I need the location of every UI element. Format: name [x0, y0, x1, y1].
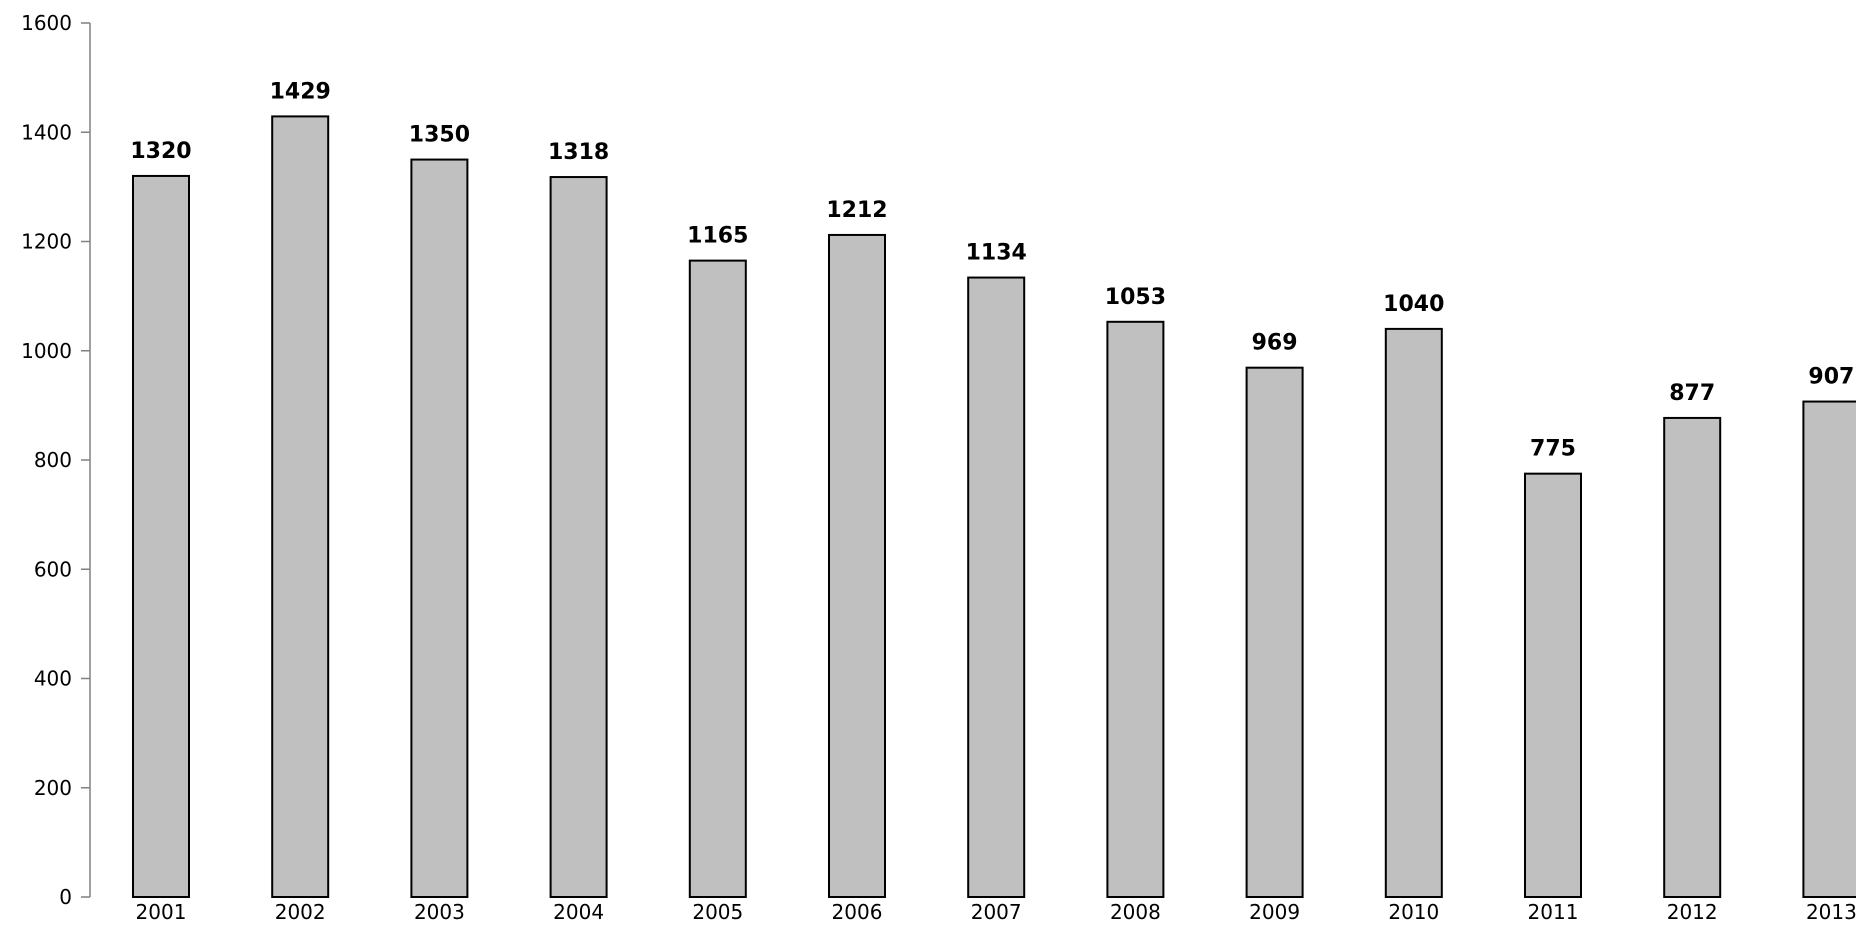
bar-2005: [688, 259, 747, 898]
y-tick-label: 1600: [21, 11, 72, 35]
bar-2002: [271, 115, 330, 898]
x-tick-label-2005: 2005: [692, 900, 743, 923]
bar-2011: [1524, 472, 1582, 898]
x-tick-label-2006: 2006: [832, 900, 883, 923]
data-label-2001: 1320: [130, 139, 191, 164]
bar-2001: [132, 174, 190, 898]
bar-2003: [410, 158, 469, 898]
bar-2012: [1663, 416, 1722, 898]
bar-2004: [549, 176, 608, 899]
bar-2013: [1802, 400, 1856, 898]
bar-2006: [828, 233, 886, 898]
x-tick-label-2008: 2008: [1110, 900, 1161, 923]
y-tick-label: 600: [34, 557, 72, 581]
data-label-2010: 1040: [1383, 292, 1444, 317]
y-tick-label: 1400: [21, 120, 72, 144]
data-label-2007: 1134: [966, 241, 1027, 266]
data-label-2002: 1429: [270, 79, 331, 104]
y-tick-label: 200: [34, 776, 72, 800]
x-tick-label-2011: 2011: [1528, 900, 1579, 923]
x-tick-label-2002: 2002: [275, 900, 326, 923]
data-label-2003: 1350: [409, 123, 470, 148]
x-tick-label-2004: 2004: [553, 900, 604, 923]
bar-2010: [1384, 327, 1443, 898]
data-label-2011: 775: [1530, 437, 1576, 462]
data-label-2005: 1165: [687, 224, 748, 249]
data-labels: 1320 1429 1350 1318 1165 1212 1134 1053 969 1040 7…: [130, 79, 1854, 461]
y-tick-label: 1200: [21, 230, 72, 254]
x-axis-labels: 2001 2002 2003 2004 2005 2006 2007 2008 2009 2010…: [136, 900, 1856, 924]
x-tick-label-2012: 2012: [1667, 900, 1718, 923]
y-tick-label: 800: [34, 448, 72, 472]
data-label-2009: 969: [1252, 331, 1298, 356]
x-tick-label-2003: 2003: [414, 900, 465, 923]
data-label-2013: 907: [1808, 365, 1854, 390]
bar-2007: [967, 276, 1026, 898]
x-tick-label-2010: 2010: [1388, 900, 1439, 923]
data-label-2008: 1053: [1105, 285, 1166, 310]
data-label-2012: 877: [1669, 381, 1715, 406]
x-tick-label-2013: 2013: [1806, 900, 1856, 923]
y-tick-label: 1000: [21, 339, 72, 363]
y-axis: 0 200 400 600 800 1000 1200 1400 1600: [21, 11, 91, 909]
y-tick-label: 0: [59, 885, 72, 909]
x-tick-label-2001: 2001: [136, 900, 187, 923]
bars: [132, 115, 1856, 899]
bar-2009: [1245, 366, 1304, 898]
x-tick-label-2009: 2009: [1249, 900, 1300, 923]
bar-2008: [1106, 320, 1165, 898]
x-tick-label-2007: 2007: [971, 900, 1022, 923]
data-label-2006: 1212: [826, 198, 887, 223]
y-tick-label: 400: [34, 667, 72, 691]
data-label-2004: 1318: [548, 140, 609, 165]
